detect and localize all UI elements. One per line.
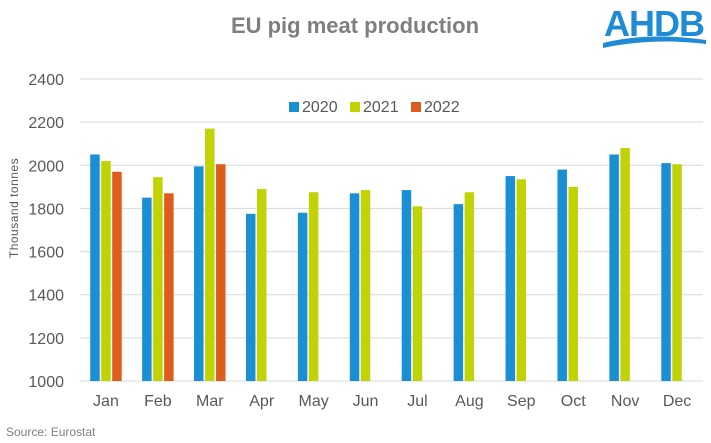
y-tick-label: 1000 bbox=[28, 374, 64, 391]
y-tick-label: 1600 bbox=[28, 245, 64, 262]
x-axis-ticks: Jan Feb Mar Apr May Jun Jul Aug Sep Oct Nov Dec bbox=[93, 393, 691, 410]
logo-wave-icon bbox=[603, 36, 706, 48]
bar-2020-jun bbox=[349, 193, 360, 381]
x-tick-label: Sep bbox=[507, 393, 536, 410]
legend-label-2022: 2022 bbox=[424, 99, 460, 116]
bars bbox=[90, 128, 682, 381]
x-tick-label: Jan bbox=[93, 393, 119, 410]
y-tick-label: 2200 bbox=[28, 115, 64, 132]
legend-swatch-2020 bbox=[289, 102, 299, 112]
bar-2020-jul bbox=[401, 190, 412, 381]
bar-2020-jan bbox=[90, 154, 100, 381]
bar-2021-may bbox=[308, 192, 319, 381]
chart-title: EU pig meat production bbox=[231, 13, 479, 38]
y-tick-label: 1800 bbox=[28, 201, 64, 218]
y-tick-label: 1400 bbox=[28, 288, 64, 305]
x-tick-label: May bbox=[299, 393, 329, 410]
source-note: Source: Eurostat bbox=[6, 425, 96, 439]
gridlines bbox=[80, 78, 703, 382]
bar-2021-apr bbox=[256, 189, 267, 381]
y-tick-label: 1200 bbox=[28, 331, 64, 348]
bar-2022-feb bbox=[164, 193, 174, 381]
y-tick-label: 2000 bbox=[28, 158, 64, 175]
x-tick-label: Feb bbox=[144, 393, 172, 410]
bar-2021-sep bbox=[516, 179, 527, 381]
legend-label-2020: 2020 bbox=[302, 99, 338, 116]
bar-2021-aug bbox=[464, 192, 475, 381]
bar-2020-oct bbox=[557, 169, 567, 381]
bar-2021-jul bbox=[412, 206, 423, 381]
x-tick-label: Mar bbox=[196, 393, 224, 410]
bar-2020-aug bbox=[453, 204, 464, 381]
bar-2021-feb bbox=[153, 177, 163, 381]
bar-2021-dec bbox=[672, 164, 682, 381]
bar-2021-jan bbox=[101, 160, 111, 381]
ahdb-logo: AHDB bbox=[603, 3, 706, 48]
bar-2021-jun bbox=[360, 190, 371, 381]
bar-2020-mar bbox=[194, 166, 204, 381]
x-tick-label: Dec bbox=[663, 393, 691, 410]
x-tick-label: Nov bbox=[611, 393, 639, 410]
legend-swatch-2022 bbox=[411, 102, 421, 112]
bar-2020-apr bbox=[245, 213, 256, 381]
bar-2021-oct bbox=[568, 186, 578, 381]
x-tick-label: Jun bbox=[353, 393, 379, 410]
x-tick-label: Jul bbox=[407, 393, 427, 410]
x-tick-label: Aug bbox=[455, 393, 483, 410]
x-tick-label: Apr bbox=[249, 393, 275, 410]
bar-2022-mar bbox=[216, 164, 226, 381]
y-axis-label: Thousand tonnes bbox=[7, 158, 21, 258]
bar-2022-jan bbox=[112, 171, 122, 381]
bar-2020-sep bbox=[505, 176, 516, 381]
x-tick-label: Oct bbox=[561, 393, 586, 410]
legend-swatch-2021 bbox=[350, 102, 360, 112]
y-tick-label: 2400 bbox=[28, 72, 64, 89]
y-axis-ticks: 1000 1200 1400 1600 1800 2000 2200 2400 bbox=[28, 72, 64, 391]
bar-2021-nov bbox=[620, 148, 630, 381]
bar-2021-mar bbox=[205, 128, 215, 381]
bar-2020-may bbox=[297, 212, 308, 381]
legend: 2020 2021 2022 bbox=[289, 99, 460, 116]
bar-2020-nov bbox=[609, 154, 619, 381]
bar-2020-feb bbox=[142, 197, 152, 381]
legend-label-2021: 2021 bbox=[363, 99, 399, 116]
bar-2020-dec bbox=[661, 163, 671, 381]
